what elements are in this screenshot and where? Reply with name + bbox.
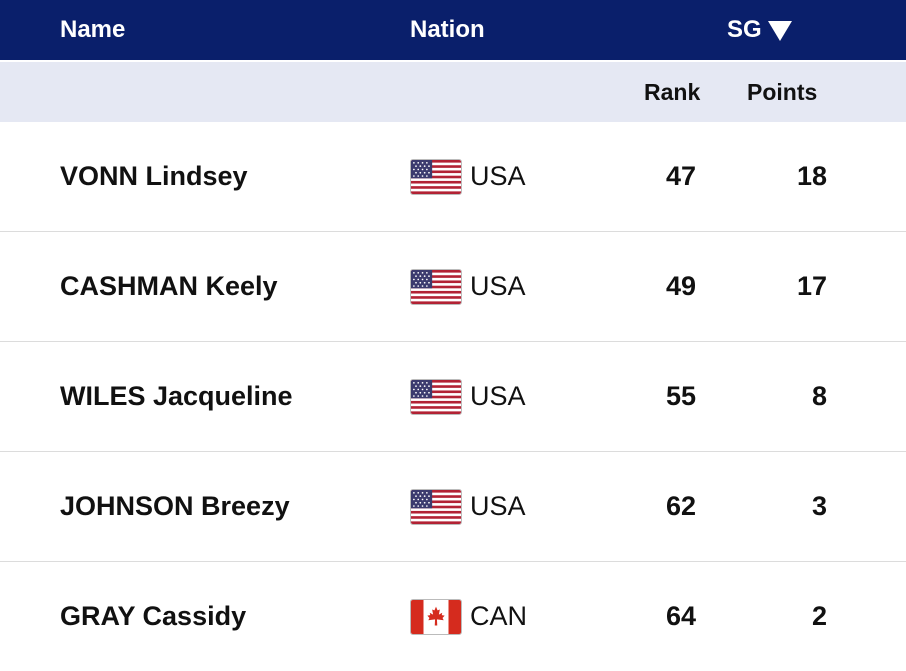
column-header-name[interactable]: Name [60,16,126,43]
athlete-nation: USA [410,232,526,341]
athlete-name[interactable]: CASHMAN Keely [60,271,278,301]
table-row[interactable]: WILES Jacqueline USA 55 8 [0,342,906,452]
athlete-name[interactable]: GRAY Cassidy [60,601,247,631]
athlete-name[interactable]: JOHNSON Breezy [60,491,290,521]
column-header-sg-label: SG [727,16,762,43]
triangle-down-icon [767,21,792,41]
column-header-rank[interactable]: Rank [644,79,701,105]
athlete-name[interactable]: VONN Lindsey [60,161,248,191]
sg-points: 2 [811,601,827,631]
nation-code: USA [470,491,526,521]
usa-flag-icon [410,378,462,415]
usa-flag-icon [410,488,462,525]
column-header-sg[interactable]: SG [727,0,792,60]
usa-flag-icon [410,268,462,305]
sg-points: 8 [811,381,827,411]
table-row[interactable]: VONN Lindsey USA 47 18 [0,122,906,232]
table-header: Name Nation SG [0,0,906,60]
column-header-nation[interactable]: Nation [410,16,485,43]
table-subheader: Rank Points [0,60,906,122]
canada-flag-icon [410,598,462,635]
nation-code: USA [470,271,526,301]
sg-points: 17 [796,271,827,301]
athlete-name[interactable]: WILES Jacqueline [60,381,293,411]
table-row[interactable]: GRAY Cassidy CAN 64 2 [0,562,906,671]
sg-rank: 64 [665,601,696,631]
athlete-nation: USA [410,452,526,561]
nation-code: USA [470,161,526,191]
table-row[interactable]: CASHMAN Keely USA 49 17 [0,232,906,342]
sg-rank: 47 [665,161,696,191]
usa-flag-icon [410,158,462,195]
nation-code: USA [470,381,526,411]
athlete-nation: USA [410,122,526,231]
nation-code: CAN [470,601,528,631]
sg-rank: 49 [665,271,696,301]
athlete-nation: CAN [410,562,527,671]
sg-rank: 55 [665,381,696,411]
table-row[interactable]: JOHNSON Breezy USA 62 3 [0,452,906,562]
sg-points: 3 [811,491,827,521]
athlete-nation: USA [410,342,526,451]
sg-rank: 62 [665,491,696,521]
table-body: VONN Lindsey USA 47 18 CASHMAN Keely [0,122,906,671]
column-header-points[interactable]: Points [747,79,818,105]
sg-points: 18 [796,161,827,191]
